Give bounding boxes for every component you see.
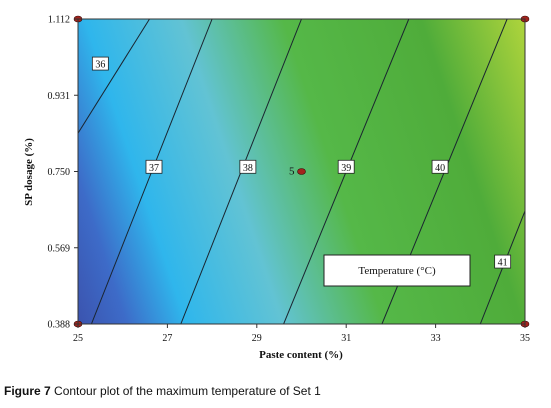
contour-label-text: 39 <box>341 163 351 174</box>
contour-label-text: 38 <box>243 163 253 174</box>
contour-label-text: 41 <box>498 258 508 269</box>
y-tick-label: 0.750 <box>48 167 71 178</box>
design-point-label: 5 <box>289 166 295 178</box>
contour-line-36 <box>78 19 150 135</box>
figure-caption: Figure 7 Contour plot of the maximum tem… <box>4 384 321 398</box>
contour-label-text: 36 <box>95 60 105 71</box>
x-tick-label: 33 <box>431 333 441 344</box>
y-tick-label: 0.569 <box>48 243 71 254</box>
y-tick-label: 1.112 <box>48 15 70 26</box>
contour-labels: 36 37 38 39 40 41 <box>91 56 512 269</box>
contour-label-36: 36 <box>91 56 109 71</box>
y-axis-ticks: 0.388 0.569 0.750 0.931 1.112 <box>48 15 78 331</box>
contour-label-37: 37 <box>145 159 163 174</box>
x-tick-label: 35 <box>520 333 530 344</box>
contour-line-41 <box>479 209 525 324</box>
design-point <box>297 168 306 175</box>
x-axis-ticks: 25 27 29 31 33 35 <box>73 324 530 344</box>
contour-label-text: 40 <box>435 163 445 174</box>
z-label: Temperature (°C) <box>358 265 436 277</box>
caption-label: Figure 7 <box>4 384 51 398</box>
contour-label-41: 41 <box>494 254 512 269</box>
y-tick-label: 0.931 <box>48 91 71 102</box>
x-tick-label: 27 <box>162 333 172 344</box>
x-tick-label: 29 <box>252 333 262 344</box>
contour-label-text: 37 <box>149 163 159 174</box>
z-label-box: Temperature (°C) <box>323 254 471 287</box>
x-tick-label: 25 <box>73 333 83 344</box>
x-axis-label: Paste content (%) <box>259 349 343 361</box>
contour-label-40: 40 <box>431 159 449 174</box>
contour-label-38: 38 <box>239 159 257 174</box>
caption-text: Contour plot of the maximum temperature … <box>54 384 321 398</box>
y-axis-label: SP dosage (%) <box>23 138 35 206</box>
contour-label-39: 39 <box>337 159 355 174</box>
x-tick-label: 31 <box>341 333 351 344</box>
y-tick-label: 0.388 <box>48 320 71 331</box>
